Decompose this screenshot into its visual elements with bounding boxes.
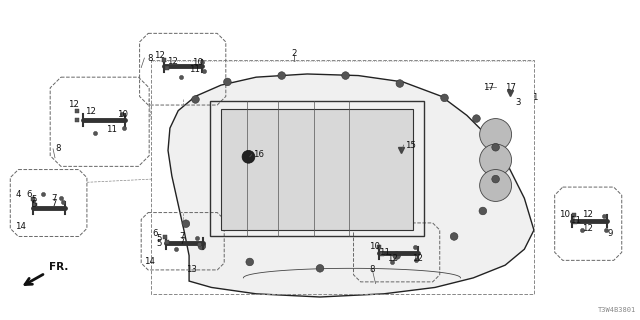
Text: 12: 12	[167, 57, 178, 66]
Text: 5: 5	[31, 195, 37, 204]
Circle shape	[242, 150, 255, 163]
Text: 7: 7	[52, 199, 58, 208]
Text: 12: 12	[412, 254, 423, 263]
Circle shape	[191, 96, 199, 103]
Text: FR.: FR.	[49, 262, 68, 272]
Circle shape	[342, 72, 349, 79]
Text: 7: 7	[179, 237, 185, 246]
Text: 5: 5	[31, 200, 37, 209]
Circle shape	[479, 119, 511, 150]
Text: 12: 12	[387, 254, 398, 263]
Circle shape	[223, 78, 231, 86]
Circle shape	[479, 170, 511, 201]
Circle shape	[278, 72, 285, 79]
Circle shape	[472, 115, 480, 123]
Circle shape	[441, 94, 449, 102]
Text: 6: 6	[26, 190, 32, 199]
Text: 9: 9	[607, 229, 612, 238]
Circle shape	[316, 265, 324, 272]
Text: 14: 14	[145, 258, 156, 267]
Text: 10: 10	[117, 110, 128, 119]
Text: 2: 2	[292, 49, 297, 58]
Text: 10: 10	[559, 210, 570, 219]
Text: 14: 14	[15, 222, 26, 231]
Text: 16: 16	[253, 150, 264, 159]
Text: 6: 6	[152, 229, 157, 238]
Text: 4: 4	[16, 190, 22, 199]
Text: 10: 10	[192, 58, 204, 67]
Circle shape	[492, 143, 499, 151]
Text: 12: 12	[85, 107, 96, 116]
Bar	[221, 109, 413, 230]
Circle shape	[451, 233, 458, 240]
Text: 12: 12	[582, 210, 593, 219]
Circle shape	[396, 80, 404, 87]
Circle shape	[246, 258, 253, 266]
Text: 12: 12	[582, 224, 593, 233]
Text: 11: 11	[189, 65, 200, 74]
Bar	[210, 101, 424, 236]
Text: 12: 12	[68, 100, 79, 109]
Circle shape	[479, 144, 511, 176]
Text: 15: 15	[405, 140, 416, 149]
Text: T3W4B3801: T3W4B3801	[598, 307, 636, 313]
Text: 10: 10	[369, 242, 380, 251]
Text: 7: 7	[179, 232, 185, 241]
Text: 11: 11	[570, 216, 581, 225]
Text: 5: 5	[157, 234, 162, 243]
Text: 3: 3	[515, 98, 521, 107]
Circle shape	[393, 252, 401, 260]
Text: 11: 11	[379, 248, 390, 257]
Circle shape	[198, 242, 205, 250]
Text: 8: 8	[148, 53, 153, 62]
Text: 7: 7	[52, 194, 58, 203]
Bar	[151, 60, 534, 294]
Polygon shape	[168, 74, 534, 297]
Text: 8: 8	[56, 144, 61, 153]
Text: 13: 13	[186, 265, 197, 275]
Text: 8: 8	[369, 265, 374, 275]
Circle shape	[479, 207, 486, 215]
Text: 5: 5	[157, 239, 162, 248]
Text: 1: 1	[532, 93, 538, 102]
Text: 12: 12	[154, 51, 165, 60]
Circle shape	[182, 220, 189, 228]
Text: 11: 11	[106, 124, 117, 133]
Text: 17: 17	[505, 83, 516, 92]
Text: 17: 17	[483, 83, 494, 92]
Circle shape	[492, 175, 499, 183]
